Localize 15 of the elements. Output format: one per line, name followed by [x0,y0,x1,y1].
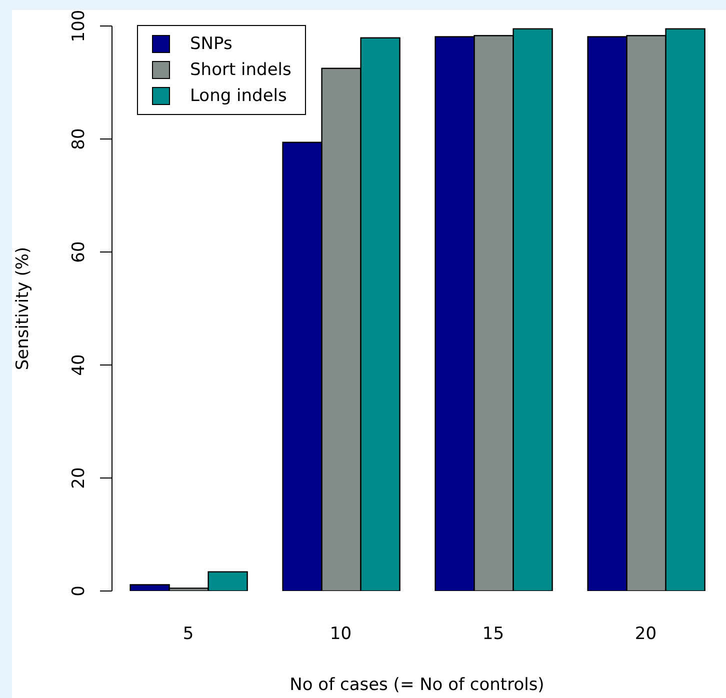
y-tick-label: 100 [69,10,89,42]
legend-label: Short indels [190,60,292,80]
y-tick-label: 80 [69,128,89,150]
y-tick-label: 0 [69,586,89,596]
y-tick-label: 40 [69,354,89,376]
x-tick-label: 15 [482,624,504,644]
x-tick-label: 10 [330,624,352,644]
y-axis-title: Sensitivity (%) [13,246,34,370]
legend-label: Long indels [190,86,287,106]
x-tick-label: 5 [182,624,194,644]
legend-label: SNPs [190,34,232,54]
y-tick-label: 60 [69,241,89,263]
x-axis-title: No of cases (= No of controls) [290,675,544,695]
x-tick-label: 20 [634,624,657,644]
y-tick-label: 20 [69,467,89,489]
